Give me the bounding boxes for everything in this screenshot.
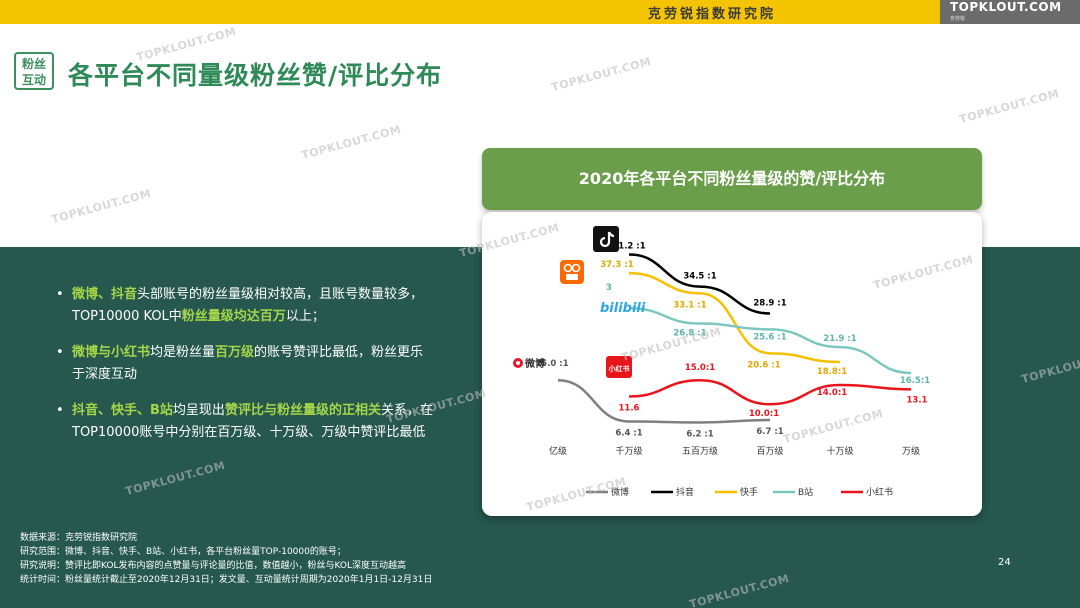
brand-logo: TOPKLOUT.COM 克劳锐 xyxy=(940,0,1080,24)
series-line-小红书 xyxy=(628,378,912,406)
data-label: 6.2 :1 xyxy=(686,429,713,439)
xiaohongshu-logo-icon xyxy=(606,356,632,378)
bullet-highlight: 微博与小红书 xyxy=(72,345,151,360)
x-tick-label: 亿级 xyxy=(549,445,567,457)
data-label: 37.3 :1 xyxy=(600,260,633,270)
data-label: 18.8:1 xyxy=(817,367,847,377)
bullet-list: 微博、抖音头部账号的粉丝量级相对较高，且账号数量较多，TOP10000 KOL中… xyxy=(56,284,436,458)
xiaohongshu-logo-text: 小红书 xyxy=(608,364,630,373)
bilibili-logo: bilibili xyxy=(600,301,646,316)
weibo-logo-eye xyxy=(516,361,520,365)
douyin-note-icon xyxy=(599,231,615,248)
data-label: 15.0 :1 xyxy=(535,359,568,369)
footnote-source: 数据来源：克劳锐指数研究院 xyxy=(20,533,138,543)
series-line-微博 xyxy=(557,378,771,424)
top-bar: 克劳锐指数研究院 TOPKLOUT.COM 克劳锐 xyxy=(0,0,1080,24)
data-label: 21.9 :1 xyxy=(823,334,856,344)
section-tag: 粉丝 互动 xyxy=(14,52,54,90)
brand-name: TOPKLOUT.COM xyxy=(950,0,1062,14)
bullet-highlight: 微博、抖音 xyxy=(72,287,138,302)
bullet-highlight: 赞评比与粉丝量级的正相关 xyxy=(224,403,381,418)
douyin-logo-icon xyxy=(593,226,619,252)
kuaishou-logo-mark xyxy=(563,263,573,273)
bullet-item: 抖音、快手、B站均呈现出赞评比与粉丝量级的正相关关系，在TOP10000账号中分… xyxy=(56,400,436,444)
data-label: 15.0:1 xyxy=(685,363,715,373)
data-label: 14.0:1 xyxy=(817,388,847,398)
watermark: TOPKLOUT.COM xyxy=(550,54,653,95)
footnote-period: 统计时间：粉丝量统计截止至2020年12月31日；发文量、互动量统计周期为202… xyxy=(20,575,433,585)
bullet-item: 微博、抖音头部账号的粉丝量级相对较高，且账号数量较多，TOP10000 KOL中… xyxy=(56,284,436,328)
bullet-highlight: 百万级 xyxy=(215,345,255,360)
institute-name: 克劳锐指数研究院 xyxy=(648,7,777,22)
data-label: 6.4 :1 xyxy=(615,428,642,438)
bullet-item: 微博与小红书均是粉丝量百万级的账号赞评比最低，粉丝更乐于深度互动 xyxy=(56,342,436,386)
legend-label: 微博 xyxy=(611,486,629,498)
x-tick-label: 十万级 xyxy=(826,445,853,457)
data-label: 6.7 :1 xyxy=(756,427,783,437)
series-line-抖音 xyxy=(628,253,771,315)
bullet-text: 头部账号的粉丝量级相对较高，且账号数量较多，TOP10000 KOL中 xyxy=(72,287,424,324)
x-tick-label: 五百万级 xyxy=(682,445,718,457)
data-label: 41.2 :1 xyxy=(612,241,645,251)
series-line-快手 xyxy=(628,271,841,364)
data-label: 34.5 :1 xyxy=(683,272,716,282)
line-chart: 亿级 千万级 五百万级 百万级 十万级 万级 15.0 :1 6.4 :1 6.2 :1 6.7 … xyxy=(513,226,930,498)
data-label: 11.6 xyxy=(619,404,640,414)
data-label: 16.5:1 xyxy=(900,376,930,386)
kuaishou-logo-icon xyxy=(560,260,584,284)
brand-sub: 克劳锐 xyxy=(950,16,966,22)
data-label: 13.1 xyxy=(907,395,928,405)
bullet-text: 均呈现出 xyxy=(172,403,225,418)
bullet-text: 以上； xyxy=(285,309,325,324)
bullet-text: 关系，在TOP10000账号中分别在百万级、十万级、万级中赞评比最低 xyxy=(72,403,433,440)
series-line-B站 xyxy=(628,306,912,375)
data-label: 3 xyxy=(606,283,612,293)
data-label: 25.6 :1 xyxy=(753,332,786,342)
bullet-highlight: 抖音、快手、B站 xyxy=(72,403,173,418)
weibo-logo-text: 微博 xyxy=(524,357,545,370)
watermark: TOPKLOUT.COM xyxy=(50,186,153,227)
footnotes: 数据来源：克劳锐指数研究院 研究范围：微博、抖音、快手、B站、小红书，各平台粉丝… xyxy=(20,531,432,587)
legend-label: 抖音 xyxy=(676,486,694,498)
chart-card: 亿级 千万级 五百万级 百万级 十万级 万级 15.0 :1 6.4 :1 6.2 :1 6.7 … xyxy=(482,212,982,516)
page-number: 24 xyxy=(998,557,1011,568)
chart-title: 2020年各平台不同粉丝量级的赞/评比分布 xyxy=(482,148,982,210)
section-tag-line2: 互动 xyxy=(21,73,46,87)
bullet-highlight: 粉丝量级均达百万 xyxy=(181,309,286,324)
kuaishou-logo-mark xyxy=(566,274,578,280)
watermark: TOPKLOUT.COM xyxy=(958,86,1061,127)
data-label: 26.8 :1 xyxy=(673,329,706,339)
legend-label: 小红书 xyxy=(866,486,893,498)
data-label: 10.0:1 xyxy=(749,409,779,419)
kuaishou-logo-mark xyxy=(571,263,581,273)
x-tick-label: 千万级 xyxy=(615,445,642,457)
bullet-text: 的账号赞评比最低，粉丝更乐于深度互动 xyxy=(72,345,424,382)
footnote-scope: 研究范围：微博、抖音、快手、B站、小红书，各平台粉丝量TOP-10000的账号； xyxy=(20,547,346,557)
x-tick-label: 万级 xyxy=(902,445,920,457)
x-tick-label: 百万级 xyxy=(756,445,783,457)
legend-label: B站 xyxy=(798,486,813,498)
data-label: 20.6 :1 xyxy=(747,360,780,370)
watermark: TOPKLOUT.COM xyxy=(300,122,403,163)
legend-label: 快手 xyxy=(740,486,758,498)
bullet-text: 均是粉丝量 xyxy=(150,345,216,360)
page-title: 各平台不同量级粉丝赞/评比分布 xyxy=(68,61,443,90)
data-label: 28.9 :1 xyxy=(753,298,786,308)
footnote-explanation: 研究说明：赞评比即KOL发布内容的点赞量与评论量的比值，数值越小，粉丝与KOL深… xyxy=(20,561,407,571)
section-tag-line1: 粉丝 xyxy=(21,57,46,71)
data-label: 33.1 :1 xyxy=(673,300,706,310)
